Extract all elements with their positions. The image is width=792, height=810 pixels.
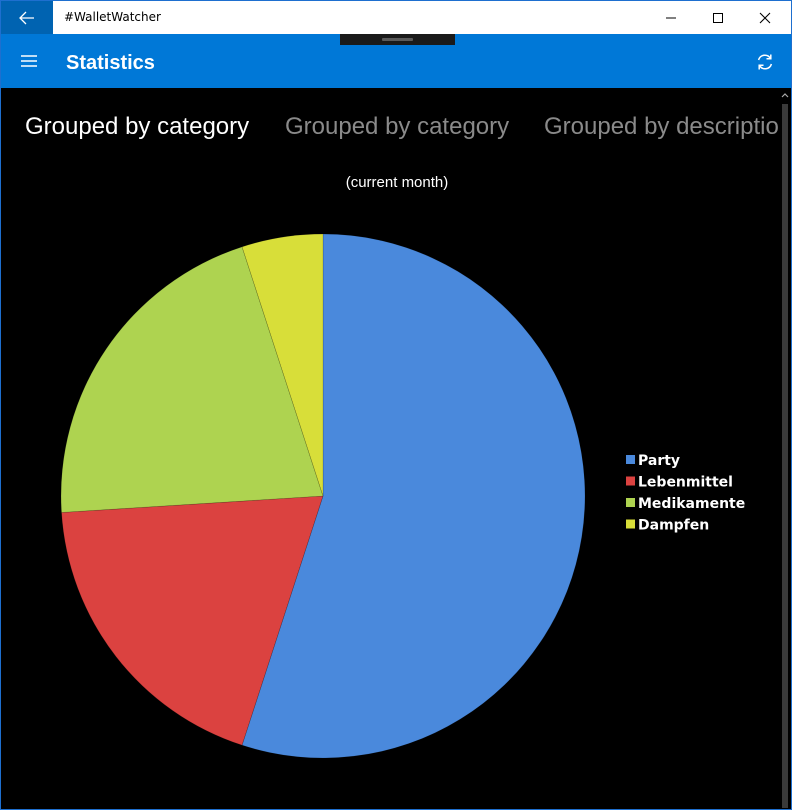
title-bar: #WalletWatcher (1, 1, 791, 34)
pivot-tab-category-2[interactable]: Grouped by category (285, 113, 510, 140)
pie-slice-dampfen[interactable] (241, 233, 324, 497)
close-button[interactable] (742, 1, 788, 34)
close-icon (759, 12, 771, 23)
app-title: #WalletWatcher (64, 10, 161, 24)
minimize-icon (666, 17, 676, 18)
legend-label-medikamente: Medikamente (638, 496, 745, 512)
chart-subtitle: (current month) (345, 174, 449, 191)
refresh-icon (757, 54, 773, 70)
pie-slice-lebenmittel[interactable] (61, 495, 324, 746)
maximize-button[interactable] (695, 1, 741, 34)
drag-handle[interactable] (340, 34, 455, 45)
scroll-up-button[interactable] (779, 88, 791, 102)
minimize-button[interactable] (648, 1, 694, 34)
legend-swatch-medikamente (626, 498, 635, 507)
refresh-button[interactable] (750, 48, 780, 76)
content-area: Grouped by category Grouped by category … (1, 88, 779, 809)
legend-label-party: Party (638, 453, 680, 469)
maximize-icon (713, 12, 723, 23)
page-title: Statistics (66, 52, 155, 74)
scroll-thumb[interactable] (782, 104, 788, 808)
menu-button[interactable] (13, 48, 45, 74)
legend-swatch-party (626, 455, 635, 464)
back-arrow-icon (19, 11, 34, 24)
hamburger-menu-icon (21, 55, 37, 67)
chart-legend: Party Lebenmittel Medikamente Dampfen (626, 453, 745, 534)
legend-label-lebenmittel: Lebenmittel (638, 475, 733, 491)
pie-slice-medikamente[interactable] (60, 246, 324, 513)
legend-label-dampfen: Dampfen (638, 518, 709, 534)
app-header: Statistics (1, 34, 791, 88)
pie-chart: Party Lebenmittel Medikamente Dampfen (60, 233, 745, 759)
back-button[interactable] (1, 1, 53, 34)
vertical-scrollbar[interactable] (779, 88, 791, 809)
legend-swatch-dampfen (626, 519, 635, 529)
pivot-tab-description[interactable]: Grouped by descriptio (544, 113, 779, 140)
pivot-header: Grouped by category Grouped by category … (1, 106, 779, 150)
pie-slice-party[interactable] (241, 233, 586, 759)
legend-swatch-lebenmittel (626, 476, 635, 486)
pie-slices (60, 233, 586, 759)
chevron-up-icon (781, 93, 789, 98)
pivot-tab-category[interactable]: Grouped by category (25, 113, 250, 140)
